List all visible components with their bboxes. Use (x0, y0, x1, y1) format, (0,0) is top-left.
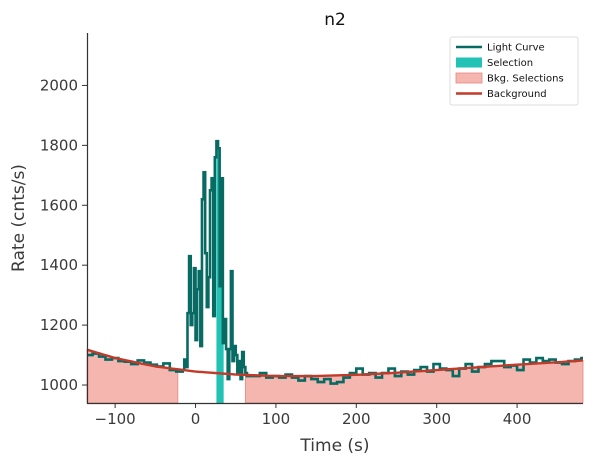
legend-label: Bkg. Selections (487, 74, 564, 85)
chart-title: n2 (324, 10, 346, 30)
y-ticks: 1000 1200 1400 1600 1800 2000 (40, 76, 87, 394)
bkg-selection-area-1 (244, 360, 584, 404)
y-tick-label: 1600 (40, 196, 78, 214)
legend-label: Background (487, 89, 547, 100)
y-tick-label: 1000 (40, 376, 78, 394)
light-curve (87, 139, 583, 385)
y-tick-label: 2000 (40, 76, 78, 94)
x-ticks: −100 0 100 200 300 400 (95, 403, 532, 428)
x-tick-label: 0 (191, 410, 201, 428)
plot-area (86, 139, 584, 404)
x-tick-label: 200 (342, 410, 371, 428)
axes: −100 0 100 200 300 400 1000 1200 1400 1600 1800 20… (40, 33, 583, 428)
x-tick-label: 400 (503, 410, 532, 428)
x-tick-label: 300 (422, 410, 451, 428)
y-axis-label: Rate (cnts/s) (9, 164, 29, 272)
legend-frame (449, 36, 579, 106)
x-axis-label: Time (s) (299, 436, 369, 456)
legend-label: Light Curve (487, 43, 545, 54)
y-tick-label: 1800 (40, 136, 78, 154)
legend-swatch-patch (456, 57, 482, 68)
y-tick-label: 1200 (40, 316, 78, 334)
light-curve-line (87, 139, 583, 385)
legend: Light Curve Selection Bkg. Selections Backg… (449, 36, 579, 106)
x-tick-label: −100 (95, 410, 136, 428)
background-model (86, 348, 584, 378)
x-tick-label: 100 (262, 410, 291, 428)
background-model-line (86, 348, 584, 378)
y-tick-label: 1400 (40, 256, 78, 274)
legend-swatch-patch (455, 72, 483, 84)
legend-label: Selection (487, 58, 533, 69)
